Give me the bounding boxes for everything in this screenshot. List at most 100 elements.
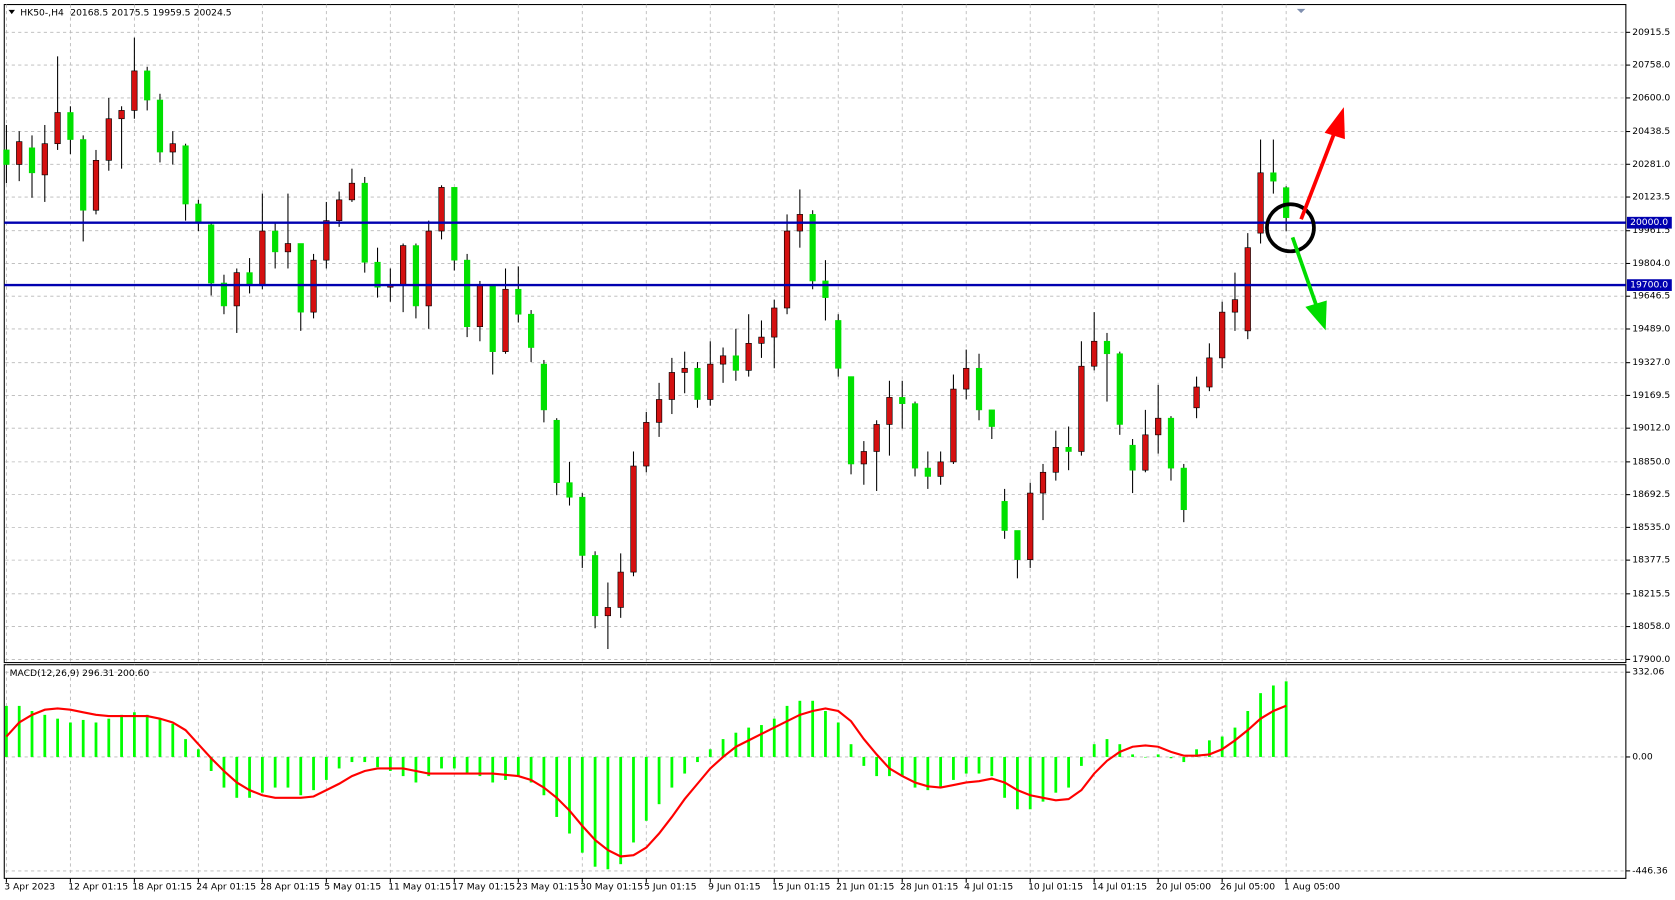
y-tick-label: 19804.0 — [1632, 258, 1670, 269]
macd-bar — [683, 756, 687, 774]
y-tick-label: -446.36 — [1632, 865, 1668, 876]
candle-body — [732, 355, 739, 371]
macd-bar — [734, 732, 738, 757]
macd-bar — [1246, 711, 1250, 757]
macd-bar — [388, 756, 392, 771]
candle-body — [886, 397, 893, 425]
macd-bar — [427, 756, 431, 777]
macd-bar — [1067, 756, 1070, 788]
macd-bar — [260, 756, 264, 793]
status-open: 20168.5 — [70, 7, 108, 18]
macd-bar — [888, 756, 891, 777]
candle-body — [617, 571, 624, 608]
candle-body — [591, 555, 599, 617]
candle-body — [579, 496, 586, 556]
candle-body — [348, 182, 356, 201]
candle-body — [655, 399, 663, 423]
x-tick-label: 5 Jun 01:15 — [644, 881, 697, 892]
candle-body — [899, 397, 906, 404]
candle-body — [668, 372, 675, 400]
candle-body — [528, 313, 535, 348]
macd-bar — [1054, 756, 1058, 793]
x-tick-label: 5 May 01:15 — [324, 881, 381, 892]
candle-body — [489, 284, 496, 352]
price-panel — [3, 4, 1627, 664]
y-tick-label: 18850.0 — [1632, 456, 1670, 467]
macd-bar — [158, 718, 162, 757]
candle-body — [336, 199, 343, 221]
annotation-arrow-up — [1299, 129, 1338, 220]
macd-bar — [977, 756, 981, 774]
macd-bar — [772, 718, 776, 757]
macd-bar — [721, 739, 725, 757]
macd-bar — [1220, 736, 1224, 757]
candle-body — [873, 424, 880, 452]
horizontal-line-label-bg — [1626, 216, 1672, 229]
candle-body — [156, 99, 164, 153]
macd-bar — [1271, 685, 1275, 757]
macd-bar — [81, 719, 85, 757]
macd-bar — [273, 756, 277, 788]
macd-bar — [5, 705, 8, 757]
macd-bar — [670, 756, 674, 788]
candle-body — [1142, 434, 1149, 471]
candle-body — [553, 419, 560, 483]
macd-bar — [324, 756, 328, 780]
candle-body — [41, 143, 48, 176]
macd-bar — [376, 756, 379, 768]
x-tick-label: 1 Aug 05:00 — [1284, 881, 1340, 892]
candle-body — [476, 284, 484, 328]
candle-body — [771, 307, 778, 338]
macd-bar — [939, 756, 943, 788]
y-tick-label: 20438.5 — [1632, 126, 1670, 137]
macd-bar — [913, 756, 917, 788]
macd-bar — [196, 749, 200, 757]
candle-body — [284, 243, 292, 253]
macd-bar — [990, 756, 994, 777]
macd-bar — [299, 756, 303, 796]
macd-bar — [248, 756, 251, 798]
x-tick-label: 28 Jun 01:15 — [900, 881, 958, 892]
macd-bar — [824, 711, 827, 757]
layer: 3 Apr 2023 12 Apr 01:15 18 Apr 01:15 24 Apr… — [3, 4, 1672, 892]
macd-bar — [363, 756, 367, 763]
macd-bar — [900, 756, 904, 777]
macd-bar — [30, 711, 34, 757]
macd-bar — [1195, 749, 1198, 757]
macd-bar — [1284, 681, 1288, 757]
macd-bar — [350, 756, 354, 763]
candle-body — [937, 461, 944, 477]
shift-marker — [1296, 8, 1306, 14]
annotation-arrowhead-up — [1324, 107, 1345, 140]
candle-body — [67, 112, 74, 140]
macd-bar — [696, 756, 699, 763]
candle-body — [1270, 172, 1277, 182]
candle-body — [758, 336, 765, 344]
candle-body — [502, 288, 509, 352]
macd-bar — [836, 722, 840, 757]
candle-body — [1103, 340, 1111, 355]
candle-body — [1193, 386, 1200, 409]
candle-body — [1091, 340, 1098, 367]
candle-body — [208, 224, 215, 284]
candle-body — [195, 203, 202, 224]
macd-bar — [401, 756, 405, 777]
status-low: 19959.5 — [153, 7, 191, 18]
status-high: 20175.5 — [111, 7, 149, 18]
x-tick-label: 17 May 01:15 — [452, 881, 515, 892]
y-tick-label: 18058.0 — [1632, 621, 1670, 632]
candle-body — [1180, 467, 1187, 511]
candle-body — [745, 343, 752, 371]
macd-bar — [862, 756, 866, 766]
candle-body — [16, 141, 23, 165]
candle-body — [860, 451, 867, 465]
macd-bar — [209, 756, 213, 771]
macd-bar — [1118, 744, 1122, 757]
macd-bar — [465, 756, 469, 774]
macd-bar — [555, 756, 559, 817]
candle-body — [54, 112, 61, 145]
candle-body — [1001, 501, 1008, 531]
y-tick-label: 0.00 — [1632, 751, 1653, 762]
macd-bar — [17, 705, 21, 757]
